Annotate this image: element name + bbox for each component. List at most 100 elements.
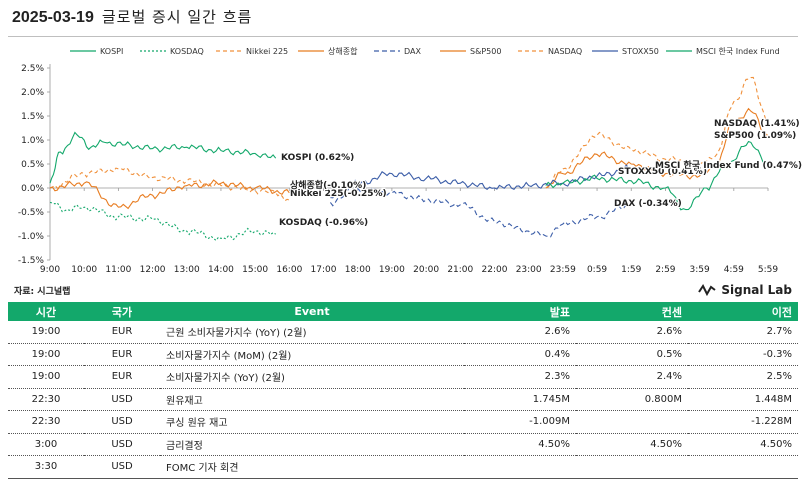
- cell-previous: 4.50%: [688, 433, 798, 456]
- table-header-row: 시간 국가 Event 발표 컨센 이전: [8, 302, 798, 321]
- header-country: 국가: [111, 305, 133, 319]
- cell-consensus: 0.5%: [576, 343, 688, 366]
- cell-event: 소비자물가지수 (MoM) (2월): [160, 343, 464, 366]
- series-end-label: 상해종합(-0.10%): [290, 179, 366, 191]
- page-title: 2025-03-19 글로벌 증시 일간 흐름: [12, 6, 252, 27]
- series-line: [329, 185, 632, 238]
- cell-event: 근원 소비자물가지수 (YoY) (2월): [160, 321, 464, 344]
- table-row: 19:00 EUR 소비자물가지수 (MoM) (2월) 0.4% 0.5% -0.3%: [8, 343, 798, 366]
- x-tick-label: 13:00: [174, 265, 200, 275]
- cell-consensus: 4.50%: [576, 433, 688, 456]
- cell-previous: 2.7%: [688, 321, 798, 344]
- cell-actual: 2.3%: [464, 365, 576, 389]
- x-tick-label: 12:00: [140, 265, 166, 275]
- legend-label: MSCI 한국 Index Fund: [696, 47, 780, 56]
- series-line: [330, 164, 632, 199]
- cell-time: 3:30: [8, 455, 84, 479]
- header-actual: 발표: [549, 305, 570, 319]
- economic-events-table: 시간 국가 Event 발표 컨센 이전 19:00 EUR 근원 소비자물가지수 …: [8, 302, 798, 479]
- x-tick-label: 14:00: [208, 265, 234, 275]
- cell-event: 소비자물가지수 (YoY) (2월): [160, 365, 464, 389]
- x-tick-label: 15:00: [242, 265, 268, 275]
- cell-country: EUR: [84, 343, 160, 366]
- y-tick-label: 2.0%: [21, 88, 44, 98]
- series-end-label: NASDAQ (1.41%): [714, 119, 800, 129]
- cell-time: 3:00: [8, 433, 84, 456]
- y-tick-label: -1.5%: [18, 256, 45, 266]
- y-tick-label: -0.5%: [18, 208, 45, 218]
- table-row: 22:30 USD 원유재고 1.745M 0.800M 1.448M: [8, 388, 798, 411]
- x-tick-label: 16:00: [276, 265, 302, 275]
- cell-country: USD: [84, 388, 160, 411]
- cell-actual: [464, 455, 576, 479]
- cell-consensus: [576, 455, 688, 479]
- x-tick-label: 3:59: [690, 265, 710, 275]
- cell-consensus: 2.6%: [576, 321, 688, 344]
- series-end-label: MSCI 한국 Index Fund (0.47%): [655, 159, 802, 171]
- series-line: [545, 140, 769, 211]
- x-tick-label: 22:00: [482, 265, 508, 275]
- cell-event: 원유재고: [160, 388, 464, 411]
- cell-country: EUR: [84, 365, 160, 389]
- x-tick-label: 21:00: [447, 265, 473, 275]
- series-line: [545, 76, 769, 189]
- cell-consensus: [576, 410, 688, 434]
- table-row: 3:00 USD 금리결정 4.50% 4.50% 4.50%: [8, 433, 798, 456]
- series-line: [49, 166, 290, 202]
- market-line-chart: KOSPI KOSDAQ Nikkei 225 상해종합 DAX S&P500 NASDAQ…: [18, 46, 803, 275]
- x-tick-label: 17:00: [311, 265, 337, 275]
- x-tick-label: 5:59: [758, 265, 778, 275]
- legend-label: Nikkei 225: [246, 47, 288, 56]
- brand-logo: Signal Lab: [698, 283, 792, 297]
- cell-previous: [688, 455, 798, 479]
- x-tick-label: 11:00: [105, 265, 131, 275]
- cell-actual: 4.50%: [464, 433, 576, 456]
- series-end-label: KOSDAQ (-0.96%): [279, 218, 368, 228]
- series-end-label: STOXX50 (0.41%): [618, 167, 707, 177]
- y-tick-label: 0.5%: [21, 160, 44, 170]
- cell-time: 22:30: [8, 388, 84, 411]
- series-line: [49, 179, 290, 210]
- table-row: 3:30 USD FOMC 기자 회견: [8, 455, 798, 479]
- x-tick-label: 10:00: [71, 265, 97, 275]
- header-consensus: 컨센: [661, 305, 682, 319]
- header-time: 시간: [35, 305, 57, 319]
- legend-label: S&P500: [470, 47, 501, 56]
- legend-label: 상해종합: [328, 46, 358, 56]
- x-tick-label: 19:00: [379, 265, 405, 275]
- brand-name: Signal Lab: [721, 283, 792, 297]
- x-tick-label: 23:00: [516, 265, 542, 275]
- title-date: 2025-03-19: [12, 9, 94, 26]
- legend-label: STOXX50: [622, 47, 659, 56]
- cell-event: 쿠싱 원유 재고: [160, 410, 464, 434]
- cell-actual: 1.745M: [464, 388, 576, 411]
- title-divider: [8, 36, 798, 37]
- series-end-label: DAX (-0.34%): [614, 199, 682, 209]
- title-subtitle: 글로벌 증시 일간 흐름: [101, 8, 253, 26]
- cell-previous: -1.228M: [688, 410, 798, 434]
- y-tick-label: 2.5%: [21, 64, 44, 74]
- y-tick-label: -1.0%: [18, 232, 45, 242]
- cell-country: EUR: [84, 321, 160, 344]
- x-tick-label: 23:59: [550, 265, 576, 275]
- y-tick-label: 0.0%: [21, 184, 44, 194]
- cell-event: FOMC 기자 회견: [160, 455, 464, 479]
- x-tick-label: 1:59: [621, 265, 641, 275]
- table-row: 19:00 EUR 근원 소비자물가지수 (YoY) (2월) 2.6% 2.6% 2.7…: [8, 321, 798, 344]
- wave-logo-icon: [698, 284, 716, 296]
- cell-time: 19:00: [8, 321, 84, 344]
- cell-actual: -1.009M: [464, 410, 576, 434]
- series-end-label: S&P500 (1.09%): [714, 131, 796, 141]
- cell-previous: 1.448M: [688, 388, 798, 411]
- series-line: [545, 107, 769, 189]
- source-note: 자료: 시그널랩: [14, 287, 71, 297]
- series-line: [49, 131, 277, 184]
- series-end-label: Nikkei 225(-0.25%): [290, 189, 387, 199]
- x-tick-label: 9:00: [40, 265, 60, 275]
- header-event: Event: [294, 305, 330, 318]
- cell-country: USD: [84, 433, 160, 456]
- series-line: [49, 201, 276, 242]
- legend-label: NASDAQ: [548, 47, 582, 56]
- table-row: 19:00 EUR 소비자물가지수 (YoY) (2월) 2.3% 2.4% 2.5%: [8, 365, 798, 389]
- header-previous: 이전: [771, 305, 792, 319]
